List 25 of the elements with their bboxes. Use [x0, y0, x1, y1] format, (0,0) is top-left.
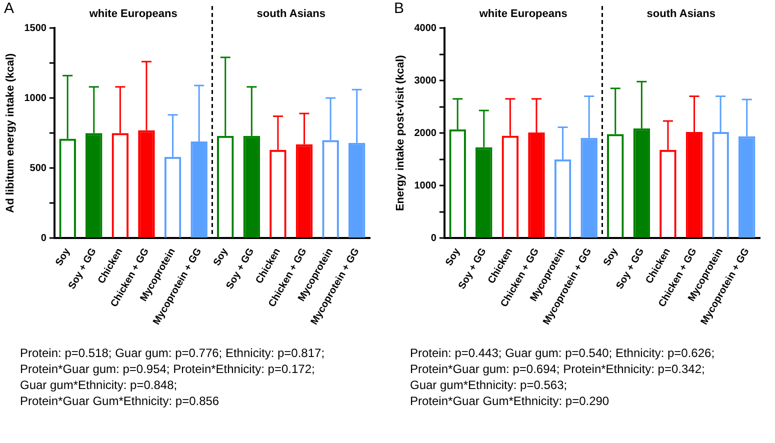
y-tick-label: 0 — [40, 232, 47, 244]
text: Protein*Guar gum: p=0.954; Protein*Ethnicity: p=0.172; — [20, 361, 316, 377]
text: Protein*Guar gum: p=0.694; Protein*Ethnicity: p=0.342; — [410, 361, 706, 377]
text: Protein*Guar Gum*Ethnicity: p=0.290 — [410, 393, 610, 409]
y-tick-label: 4000 — [414, 22, 437, 34]
y-tick-label: 1500 — [24, 22, 47, 34]
text: white Europeans — [88, 8, 178, 20]
text: Protein: p=0.518; Guar gum: p=0.776; Ethnicity: p=0.817; — [20, 345, 325, 361]
y-tick-label: 2000 — [414, 128, 437, 139]
text: south Asians — [256, 8, 326, 20]
text: Protein: p=0.443; Guar gum: p=0.540; Ethnicity: p=0.626; — [410, 345, 715, 361]
chart-title: A — [4, 0, 14, 17]
text: Guar gum*Ethnicity: p=0.563; — [410, 377, 568, 393]
y-axis-title: Ad libitum energy intake (kcal) — [4, 52, 17, 213]
y-tick-label: 1000 — [24, 92, 47, 104]
y-tick-label: 3000 — [414, 75, 437, 86]
y-tick-label: 0 — [430, 232, 437, 244]
text: Protein*Guar Gum*Ethnicity: p=0.856 — [20, 393, 220, 409]
chart-title: B — [394, 0, 404, 17]
text: Guar gum*Ethnicity: p=0.848; — [20, 377, 178, 393]
text: south Asians — [646, 8, 716, 20]
y-tick-label: 500 — [30, 162, 47, 174]
y-axis-title: Energy intake post-visit (kcal) — [394, 54, 407, 212]
y-tick-label: 1000 — [414, 180, 437, 192]
text: white Europeans — [478, 8, 568, 20]
